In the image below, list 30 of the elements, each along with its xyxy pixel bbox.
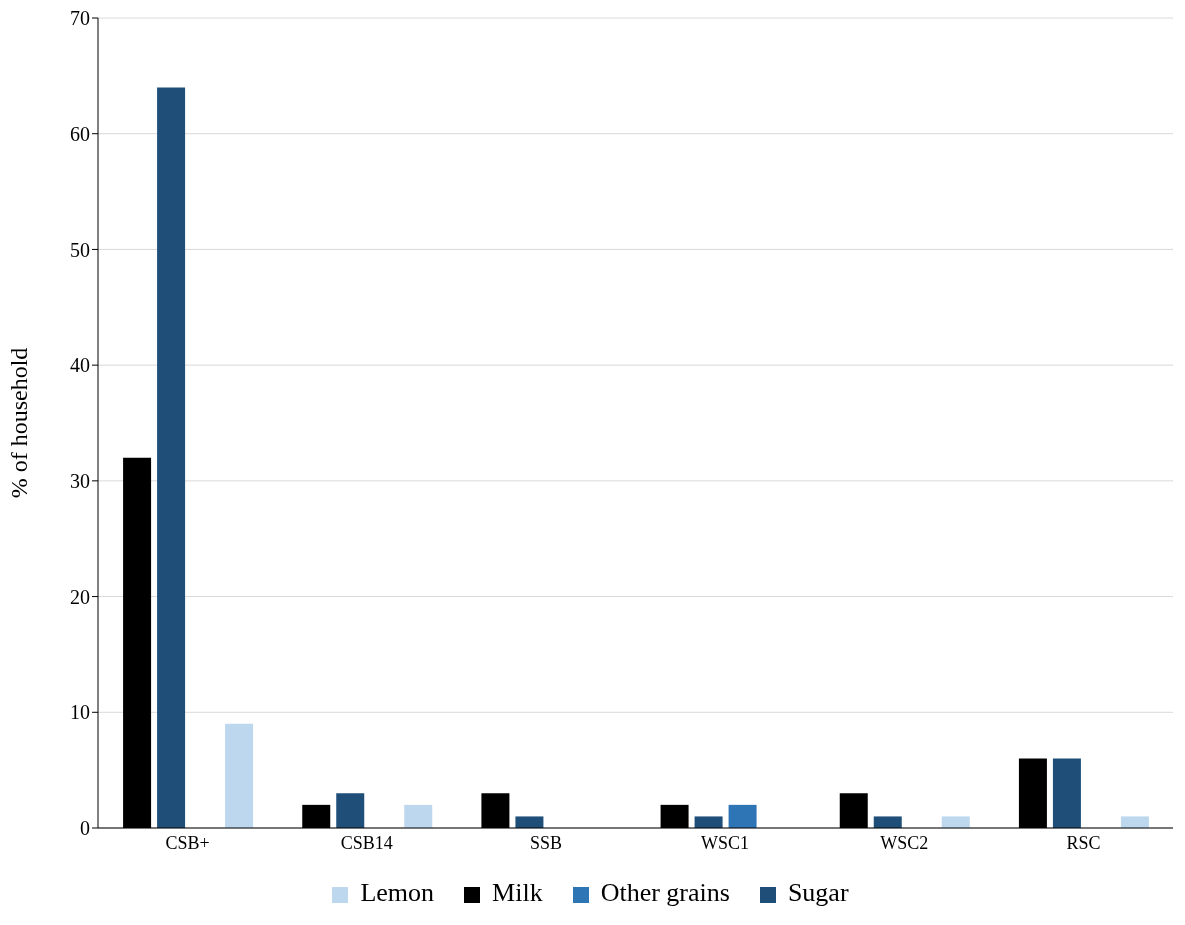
y-tick-label: 10 bbox=[70, 701, 90, 724]
bar bbox=[225, 723, 254, 828]
bar bbox=[728, 804, 757, 828]
y-tick-label: 30 bbox=[70, 469, 90, 492]
y-tick-label: 50 bbox=[70, 238, 90, 261]
legend-label: Other grains bbox=[600, 878, 730, 907]
x-tick-label: RSC bbox=[1066, 832, 1101, 853]
bar bbox=[941, 816, 970, 828]
legend-label: Milk bbox=[492, 878, 543, 907]
legend-label: Lemon bbox=[360, 878, 435, 907]
bar bbox=[157, 87, 186, 828]
bar bbox=[515, 816, 544, 828]
y-axis-title: % of household bbox=[5, 347, 32, 499]
y-tick-label: 0 bbox=[80, 817, 90, 840]
bar bbox=[336, 793, 365, 828]
bar bbox=[404, 804, 433, 828]
bar bbox=[1120, 816, 1149, 828]
bar bbox=[694, 816, 723, 828]
bar bbox=[1052, 758, 1081, 828]
y-tick-label: 20 bbox=[70, 585, 90, 608]
x-tick-label: WSC1 bbox=[701, 832, 750, 853]
x-tick-label: SSB bbox=[529, 832, 562, 853]
y-tick-label: 60 bbox=[70, 122, 90, 145]
bar bbox=[873, 816, 902, 828]
y-tick-label: 40 bbox=[70, 354, 90, 377]
x-tick-label: CSB14 bbox=[340, 832, 393, 853]
x-tick-label: WSC2 bbox=[880, 832, 929, 853]
y-tick-label: 70 bbox=[70, 7, 90, 30]
legend-label: Sugar bbox=[787, 878, 849, 907]
x-tick-label: CSB+ bbox=[165, 832, 210, 853]
